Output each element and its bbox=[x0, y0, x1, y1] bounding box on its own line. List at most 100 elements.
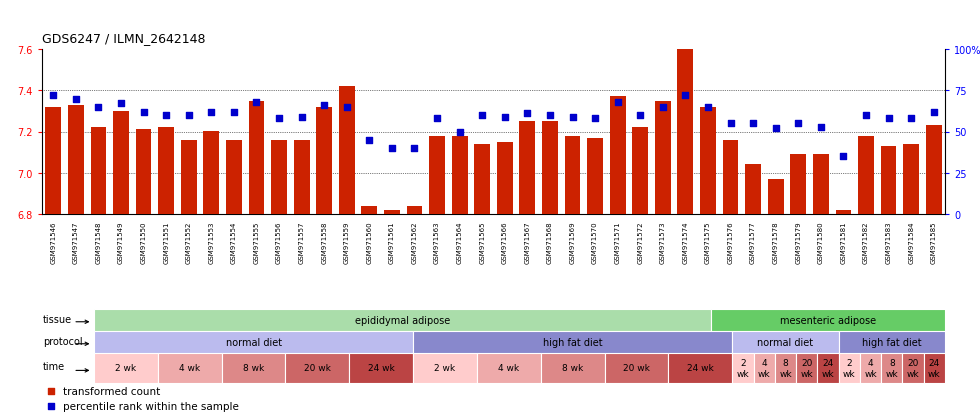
Bar bbox=[271, 140, 287, 214]
Bar bbox=[94, 331, 414, 353]
Bar bbox=[859, 353, 881, 383]
Bar bbox=[414, 353, 477, 383]
Point bbox=[249, 99, 265, 106]
Bar bbox=[226, 140, 242, 214]
Bar bbox=[339, 87, 355, 214]
Bar bbox=[668, 353, 732, 383]
Bar bbox=[924, 353, 945, 383]
Bar bbox=[68, 105, 83, 214]
Bar bbox=[745, 165, 761, 214]
Text: 8 wk: 8 wk bbox=[243, 363, 265, 373]
Text: 4
wk: 4 wk bbox=[758, 358, 770, 378]
Text: 24
wk: 24 wk bbox=[821, 358, 834, 378]
Bar bbox=[839, 353, 859, 383]
Point bbox=[587, 116, 603, 122]
Point bbox=[362, 137, 377, 144]
Point bbox=[68, 96, 83, 102]
Text: 2
wk: 2 wk bbox=[737, 358, 749, 378]
Text: time: time bbox=[43, 362, 65, 372]
Point bbox=[904, 116, 919, 122]
Point bbox=[452, 129, 467, 135]
Bar bbox=[710, 309, 945, 331]
Point bbox=[791, 121, 807, 127]
Text: 4 wk: 4 wk bbox=[498, 363, 519, 373]
Bar bbox=[407, 206, 422, 214]
Bar bbox=[181, 140, 197, 214]
Point bbox=[429, 116, 445, 122]
Point bbox=[813, 124, 829, 131]
Point bbox=[700, 104, 715, 111]
Text: 20
wk: 20 wk bbox=[801, 358, 813, 378]
Point bbox=[226, 109, 242, 116]
Bar bbox=[474, 145, 490, 214]
Text: 8 wk: 8 wk bbox=[563, 363, 583, 373]
Point bbox=[836, 154, 852, 160]
Bar bbox=[497, 142, 513, 214]
Point bbox=[655, 104, 670, 111]
Bar bbox=[813, 155, 829, 214]
Bar bbox=[677, 50, 693, 214]
Bar bbox=[817, 353, 839, 383]
Bar bbox=[362, 206, 377, 214]
Point bbox=[294, 114, 310, 121]
Bar bbox=[564, 136, 580, 214]
Point bbox=[677, 93, 693, 99]
Bar bbox=[317, 107, 332, 214]
Bar bbox=[135, 130, 152, 214]
Text: epididymal adipose: epididymal adipose bbox=[355, 315, 450, 325]
Text: 2
wk: 2 wk bbox=[843, 358, 856, 378]
Bar bbox=[349, 353, 414, 383]
Bar bbox=[722, 140, 739, 214]
Text: normal diet: normal diet bbox=[225, 337, 281, 347]
Bar bbox=[294, 140, 310, 214]
Bar bbox=[836, 210, 852, 214]
Bar bbox=[632, 128, 648, 214]
Bar bbox=[796, 353, 817, 383]
Text: mesenteric adipose: mesenteric adipose bbox=[780, 315, 876, 325]
Text: 2 wk: 2 wk bbox=[434, 363, 456, 373]
Point bbox=[722, 121, 738, 127]
Bar bbox=[655, 101, 670, 214]
Text: 24
wk: 24 wk bbox=[928, 358, 941, 378]
Bar bbox=[775, 353, 796, 383]
Bar bbox=[839, 331, 945, 353]
Bar bbox=[94, 353, 158, 383]
Bar bbox=[204, 132, 220, 214]
Point bbox=[881, 116, 897, 122]
Point bbox=[745, 121, 760, 127]
Bar bbox=[700, 107, 715, 214]
Bar bbox=[767, 180, 784, 214]
Point bbox=[45, 93, 61, 99]
Point bbox=[159, 112, 174, 119]
Point bbox=[181, 112, 197, 119]
Point bbox=[271, 116, 287, 122]
Point bbox=[113, 101, 128, 107]
Text: 4
wk: 4 wk bbox=[864, 358, 877, 378]
Point bbox=[90, 104, 106, 111]
Text: 20
wk: 20 wk bbox=[906, 358, 919, 378]
Bar bbox=[881, 353, 903, 383]
Point bbox=[407, 145, 422, 152]
Point bbox=[384, 145, 400, 152]
Bar bbox=[605, 353, 668, 383]
Text: 24 wk: 24 wk bbox=[687, 363, 713, 373]
Bar bbox=[90, 128, 107, 214]
Bar bbox=[477, 353, 541, 383]
Point bbox=[858, 112, 874, 119]
Point bbox=[632, 112, 648, 119]
Point bbox=[497, 114, 513, 121]
Bar bbox=[519, 122, 535, 214]
Bar bbox=[754, 353, 775, 383]
Bar bbox=[221, 353, 285, 383]
Point bbox=[317, 102, 332, 109]
Bar bbox=[452, 136, 467, 214]
Text: 2 wk: 2 wk bbox=[116, 363, 136, 373]
Point bbox=[926, 109, 942, 116]
Text: 20 wk: 20 wk bbox=[623, 363, 650, 373]
Bar bbox=[45, 107, 61, 214]
Text: high fat diet: high fat diet bbox=[543, 337, 603, 347]
Text: 20 wk: 20 wk bbox=[304, 363, 331, 373]
Bar bbox=[249, 101, 265, 214]
Text: high fat diet: high fat diet bbox=[862, 337, 921, 347]
Point bbox=[43, 403, 59, 409]
